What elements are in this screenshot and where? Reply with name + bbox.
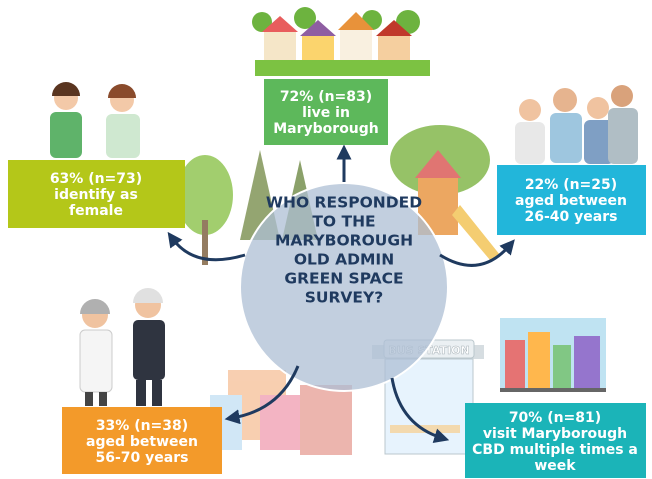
houses-illustration-part: [340, 30, 372, 60]
young-people-illustration-part: [587, 97, 609, 119]
city-illustration-part: [553, 345, 571, 390]
center-line: MARYBOROUGH: [275, 232, 413, 250]
seniors-illustration-part: [99, 392, 107, 406]
young-people-illustration-part: [553, 88, 577, 112]
box-line: identify as: [54, 187, 138, 203]
city-illustration-part: [528, 332, 550, 390]
houses-illustration: [252, 7, 430, 76]
arrows-part: [172, 238, 245, 260]
young-people-illustration: [515, 85, 638, 164]
box-line: visit Maryborough: [483, 426, 627, 442]
seniors-illustration-part: [80, 299, 110, 314]
young-people-illustration-part: [608, 108, 638, 164]
center-line: TO THE: [312, 213, 375, 231]
box-line: aged between: [515, 193, 627, 209]
box-line: 33% (n=38): [96, 418, 188, 434]
box-line: 26-40 years: [525, 209, 618, 225]
women-illustration: [50, 82, 140, 158]
box-line: aged between: [86, 434, 198, 450]
young-people-illustration-part: [550, 113, 582, 163]
seniors-illustration: [80, 288, 165, 406]
box-line: live in: [302, 105, 350, 121]
houses-illustration-part: [264, 32, 296, 60]
seniors-illustration-part: [136, 380, 146, 406]
city-illustration-part: [505, 340, 525, 390]
box-line: 56-70 years: [96, 450, 189, 466]
box-line: CBD multiple times a: [472, 442, 638, 458]
houses-illustration-part: [378, 36, 410, 60]
seniors-illustration-part: [80, 330, 112, 392]
seniors-illustration-part: [152, 380, 162, 406]
women-illustration-part: [52, 82, 80, 96]
box-line: 22% (n=25): [525, 177, 617, 193]
arrows-part: [440, 245, 510, 265]
women-illustration-part: [106, 114, 140, 158]
box-line: 63% (n=73): [50, 171, 142, 187]
city-illustration-part: [500, 388, 606, 392]
shopping-bags-illustration-part: [300, 385, 352, 455]
center-line: WHO RESPONDED: [266, 194, 422, 212]
women-illustration-part: [50, 112, 82, 158]
city-illustration: [500, 318, 606, 392]
box-line: female: [69, 203, 123, 219]
center-line: SURVEY?: [305, 289, 383, 307]
seniors-illustration-part: [133, 320, 165, 380]
women-illustration-part: [108, 84, 136, 98]
box-line: week: [534, 458, 576, 474]
seniors-illustration-part: [133, 288, 163, 303]
young-people-illustration-part: [515, 122, 545, 164]
young-people-illustration-part: [611, 85, 633, 107]
box-line: 72% (n=83): [280, 89, 372, 105]
center-line: GREEN SPACE: [284, 270, 403, 288]
city-illustration-part: [574, 336, 600, 390]
infographic: BUS STATION WHO RESPONDEDTO THEMARYBOROU…: [0, 0, 652, 479]
young-people-illustration-part: [519, 99, 541, 121]
houses-illustration-part: [302, 36, 334, 60]
houses-illustration-part: [255, 60, 430, 76]
box-line: Maryborough: [273, 121, 379, 137]
center-line: OLD ADMIN: [294, 251, 394, 269]
park-illustration-part: [452, 205, 500, 260]
seniors-illustration-part: [85, 392, 93, 406]
box-line: 70% (n=81): [509, 410, 601, 426]
